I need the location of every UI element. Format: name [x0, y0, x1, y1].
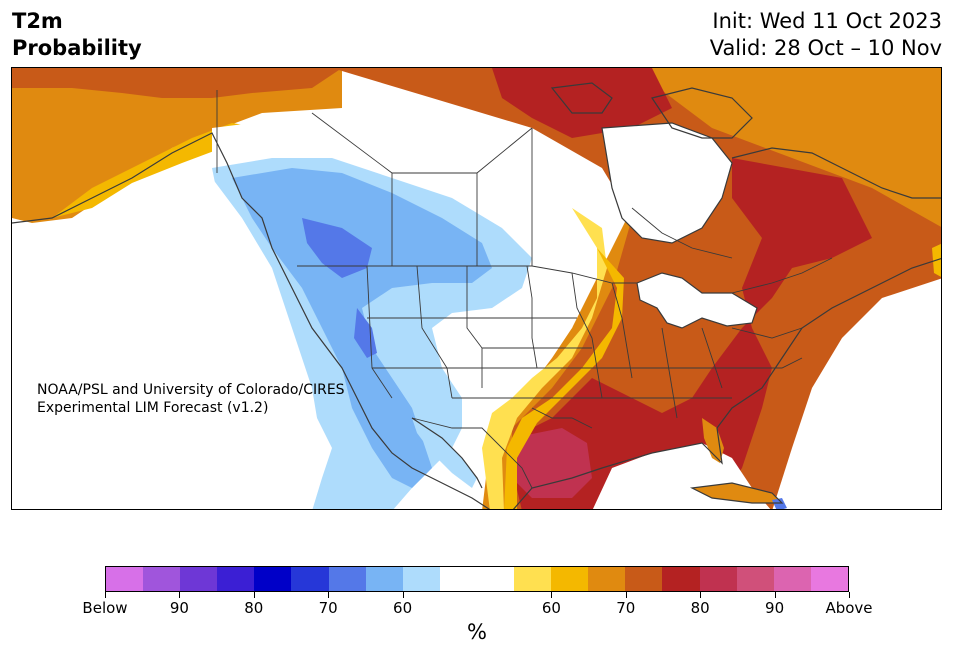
alaska-shading-yellow	[52, 123, 262, 218]
colorbar-tick	[551, 592, 553, 598]
colorbar-label: 60	[541, 599, 561, 617]
colorbar-cell	[106, 567, 144, 591]
political-borders	[216, 90, 833, 489]
colorbar-cell	[402, 567, 440, 591]
colorbar-cell	[588, 567, 626, 591]
colorbar-label: 90	[765, 599, 785, 617]
colorbar-tick	[105, 592, 106, 598]
colorbar-cell	[625, 567, 663, 591]
colorbar-label: 90	[169, 599, 189, 617]
valid-period: Valid: 28 Oct – 10 Nov	[709, 36, 942, 60]
colorbar-cell	[291, 567, 329, 591]
colorbar-label: 80	[690, 599, 710, 617]
colorbar-tick	[849, 592, 850, 598]
colorbar-cell	[773, 567, 811, 591]
texas-shading-magenta	[512, 428, 592, 498]
colorbar-cell	[551, 567, 589, 591]
atlantic-ocean	[772, 278, 941, 509]
north-shading-red	[492, 68, 672, 138]
colorbar-tick	[625, 592, 627, 598]
colorbar-label: 80	[244, 599, 264, 617]
forecast-map	[11, 67, 942, 510]
colorbar-cell	[328, 567, 366, 591]
colorbar-tick	[402, 592, 404, 598]
colorbar-cell	[476, 567, 515, 591]
east-shading-red	[512, 158, 872, 509]
colorbar-cell	[180, 567, 218, 591]
colorbar-tick	[700, 592, 702, 598]
colorbar-label: Below	[82, 599, 128, 617]
title-line-2: Probability	[12, 36, 142, 60]
colorbar-unit: %	[467, 620, 487, 644]
colorbar-cell	[439, 567, 477, 591]
forecast-dates: Init: Wed 11 Oct 2023 Valid: 28 Oct – 10…	[710, 8, 942, 62]
colorbar-tick	[179, 592, 181, 598]
colorbar-label: 60	[393, 599, 413, 617]
colorbar-tick	[253, 592, 255, 598]
colorbar-cell	[217, 567, 255, 591]
colorbar-cell	[699, 567, 737, 591]
credit-line-2: Experimental LIM Forecast (v1.2)	[37, 400, 269, 416]
map-svg	[12, 68, 941, 509]
title-line-1: T2m	[12, 9, 63, 33]
colorbar-label: Above	[825, 599, 873, 617]
hudson-bay	[602, 123, 732, 243]
colorbar-label: 70	[616, 599, 636, 617]
baja-shading-lightblue	[412, 418, 477, 488]
colorbar-tick	[328, 592, 330, 598]
colorbar-cell	[143, 567, 181, 591]
colorbar-cell	[810, 567, 848, 591]
west-shading-strongblue	[302, 218, 372, 278]
map-credit: NOAA/PSL and University of Colorado/CIRE…	[37, 381, 345, 417]
pacific-ocean	[12, 168, 322, 509]
colorbar-cell	[365, 567, 403, 591]
florida	[702, 418, 724, 463]
colorbar-cell	[662, 567, 700, 591]
colorbar-tick	[774, 592, 776, 598]
plains-shading-yellow	[482, 208, 607, 509]
colorbar-cell	[514, 567, 552, 591]
probability-colorbar	[105, 566, 849, 592]
coastlines	[12, 82, 941, 509]
map-title: T2m Probability	[12, 8, 142, 62]
colorbar-cell	[254, 567, 292, 591]
alaska-shading-darkorange	[12, 68, 342, 98]
colorbar-cell	[736, 567, 774, 591]
init-date: Init: Wed 11 Oct 2023	[712, 9, 942, 33]
colorbar-label: 70	[318, 599, 338, 617]
plains-shading-gold	[504, 248, 624, 509]
great-lakes	[637, 273, 757, 328]
credit-line-1: NOAA/PSL and University of Colorado/CIRE…	[37, 382, 345, 398]
greenland-edge	[892, 68, 941, 128]
